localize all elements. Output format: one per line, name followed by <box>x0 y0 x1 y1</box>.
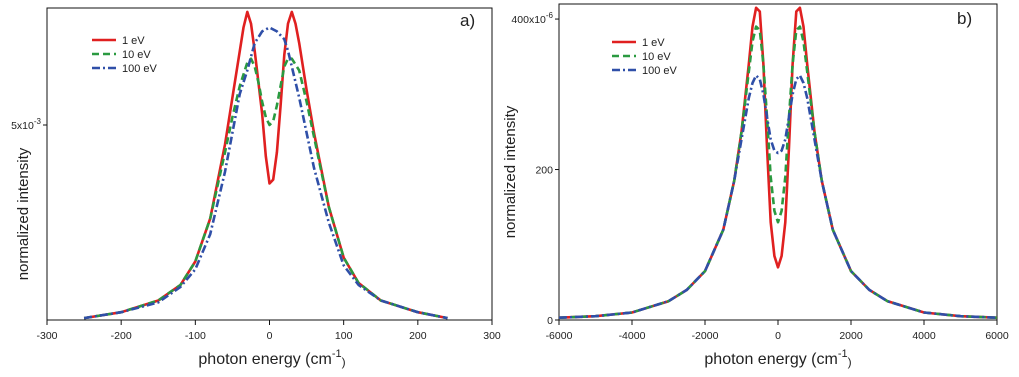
legend-label: 10 eV <box>642 51 671 63</box>
panel-a-y-ticks: 5x10-3 <box>11 117 47 132</box>
panel-a-legend: 1 eV 10 eV 100 eV <box>92 35 158 75</box>
y-tick-label-main: 0 <box>547 315 553 327</box>
x-tick-label: 4000 <box>912 330 936 342</box>
y-tick-label-exponent: -6 <box>546 11 554 20</box>
x-tick-label: -300 <box>36 330 57 342</box>
panel-a-ylabel: normalized intensity <box>15 147 32 280</box>
panel-b-xlabel-tail: ) <box>848 355 852 369</box>
panel-b: -6000 -4000 -2000 0 2000 4000 6000 0200400x10-… <box>502 3 1009 369</box>
y-tick-label-exponent: -3 <box>34 117 42 126</box>
panel-a-xlabel-tail: ) <box>342 355 346 369</box>
y-tick-label-main: 400x10 <box>511 14 546 26</box>
y-tick-label-main: 200 <box>535 165 553 177</box>
panel-a-xlabel-sup: -1 <box>332 348 342 360</box>
panel-a-xlabel-main: photon energy (cm <box>198 351 331 368</box>
y-tick-label: 200 <box>535 165 553 177</box>
panel-a-series <box>83 10 448 320</box>
panel-b-xlabel-main: photon energy (cm <box>704 351 837 368</box>
x-tick-label: 300 <box>483 330 501 342</box>
panel-b-frame <box>558 3 998 321</box>
series-line-100-ev <box>558 74 998 319</box>
series-line-10-ev <box>83 57 448 320</box>
series-line-100-ev <box>83 26 448 320</box>
x-tick-label: -200 <box>111 330 132 342</box>
legend-label: 100 eV <box>642 65 678 77</box>
panel-a-x-ticks: -300 -200 -100 0 100 200 300 <box>36 320 501 342</box>
y-tick-label: 0 <box>547 315 553 327</box>
y-tick-label-main: 5x10 <box>11 120 34 132</box>
panel-a-label: a) <box>460 11 475 30</box>
panel-a-frame <box>46 7 493 321</box>
panel-b-xlabel: photon energy (cm-1) <box>704 348 851 369</box>
x-tick-label: 0 <box>267 330 273 342</box>
x-tick-label: -100 <box>185 330 206 342</box>
x-tick-label: 100 <box>335 330 353 342</box>
panel-b-y-ticks: 0 200 400x10-6 <box>511 11 559 327</box>
panel-b-legend: 1 eV 10 eV 100 eV <box>612 37 678 77</box>
panel-b-xlabel-sup: -1 <box>838 348 848 360</box>
x-tick-label: 2000 <box>839 330 863 342</box>
y-tick-label: 400x10-6 <box>511 11 553 26</box>
legend-label: 10 eV <box>122 49 151 61</box>
y-tick-label: 5x10-3 <box>11 117 41 132</box>
series-line-1-ev <box>558 6 998 319</box>
x-tick-label: 200 <box>409 330 427 342</box>
x-tick-label: 6000 <box>985 330 1009 342</box>
panel-b-x-ticks: -6000 -4000 -2000 0 2000 4000 6000 <box>546 320 1009 342</box>
x-tick-label: 0 <box>775 330 781 342</box>
x-tick-label: -2000 <box>692 330 719 342</box>
legend-label: 100 eV <box>122 63 158 75</box>
panel-b-label: b) <box>957 9 972 28</box>
panel-b-ylabel: normalized intensity <box>502 105 519 238</box>
x-tick-label: -4000 <box>619 330 646 342</box>
panel-b-series <box>558 6 998 319</box>
legend-label: 1 eV <box>642 37 665 49</box>
panel-a-xlabel: photon energy (cm-1) <box>198 348 345 369</box>
legend-label: 1 eV <box>122 35 145 47</box>
x-tick-label: -6000 <box>546 330 573 342</box>
